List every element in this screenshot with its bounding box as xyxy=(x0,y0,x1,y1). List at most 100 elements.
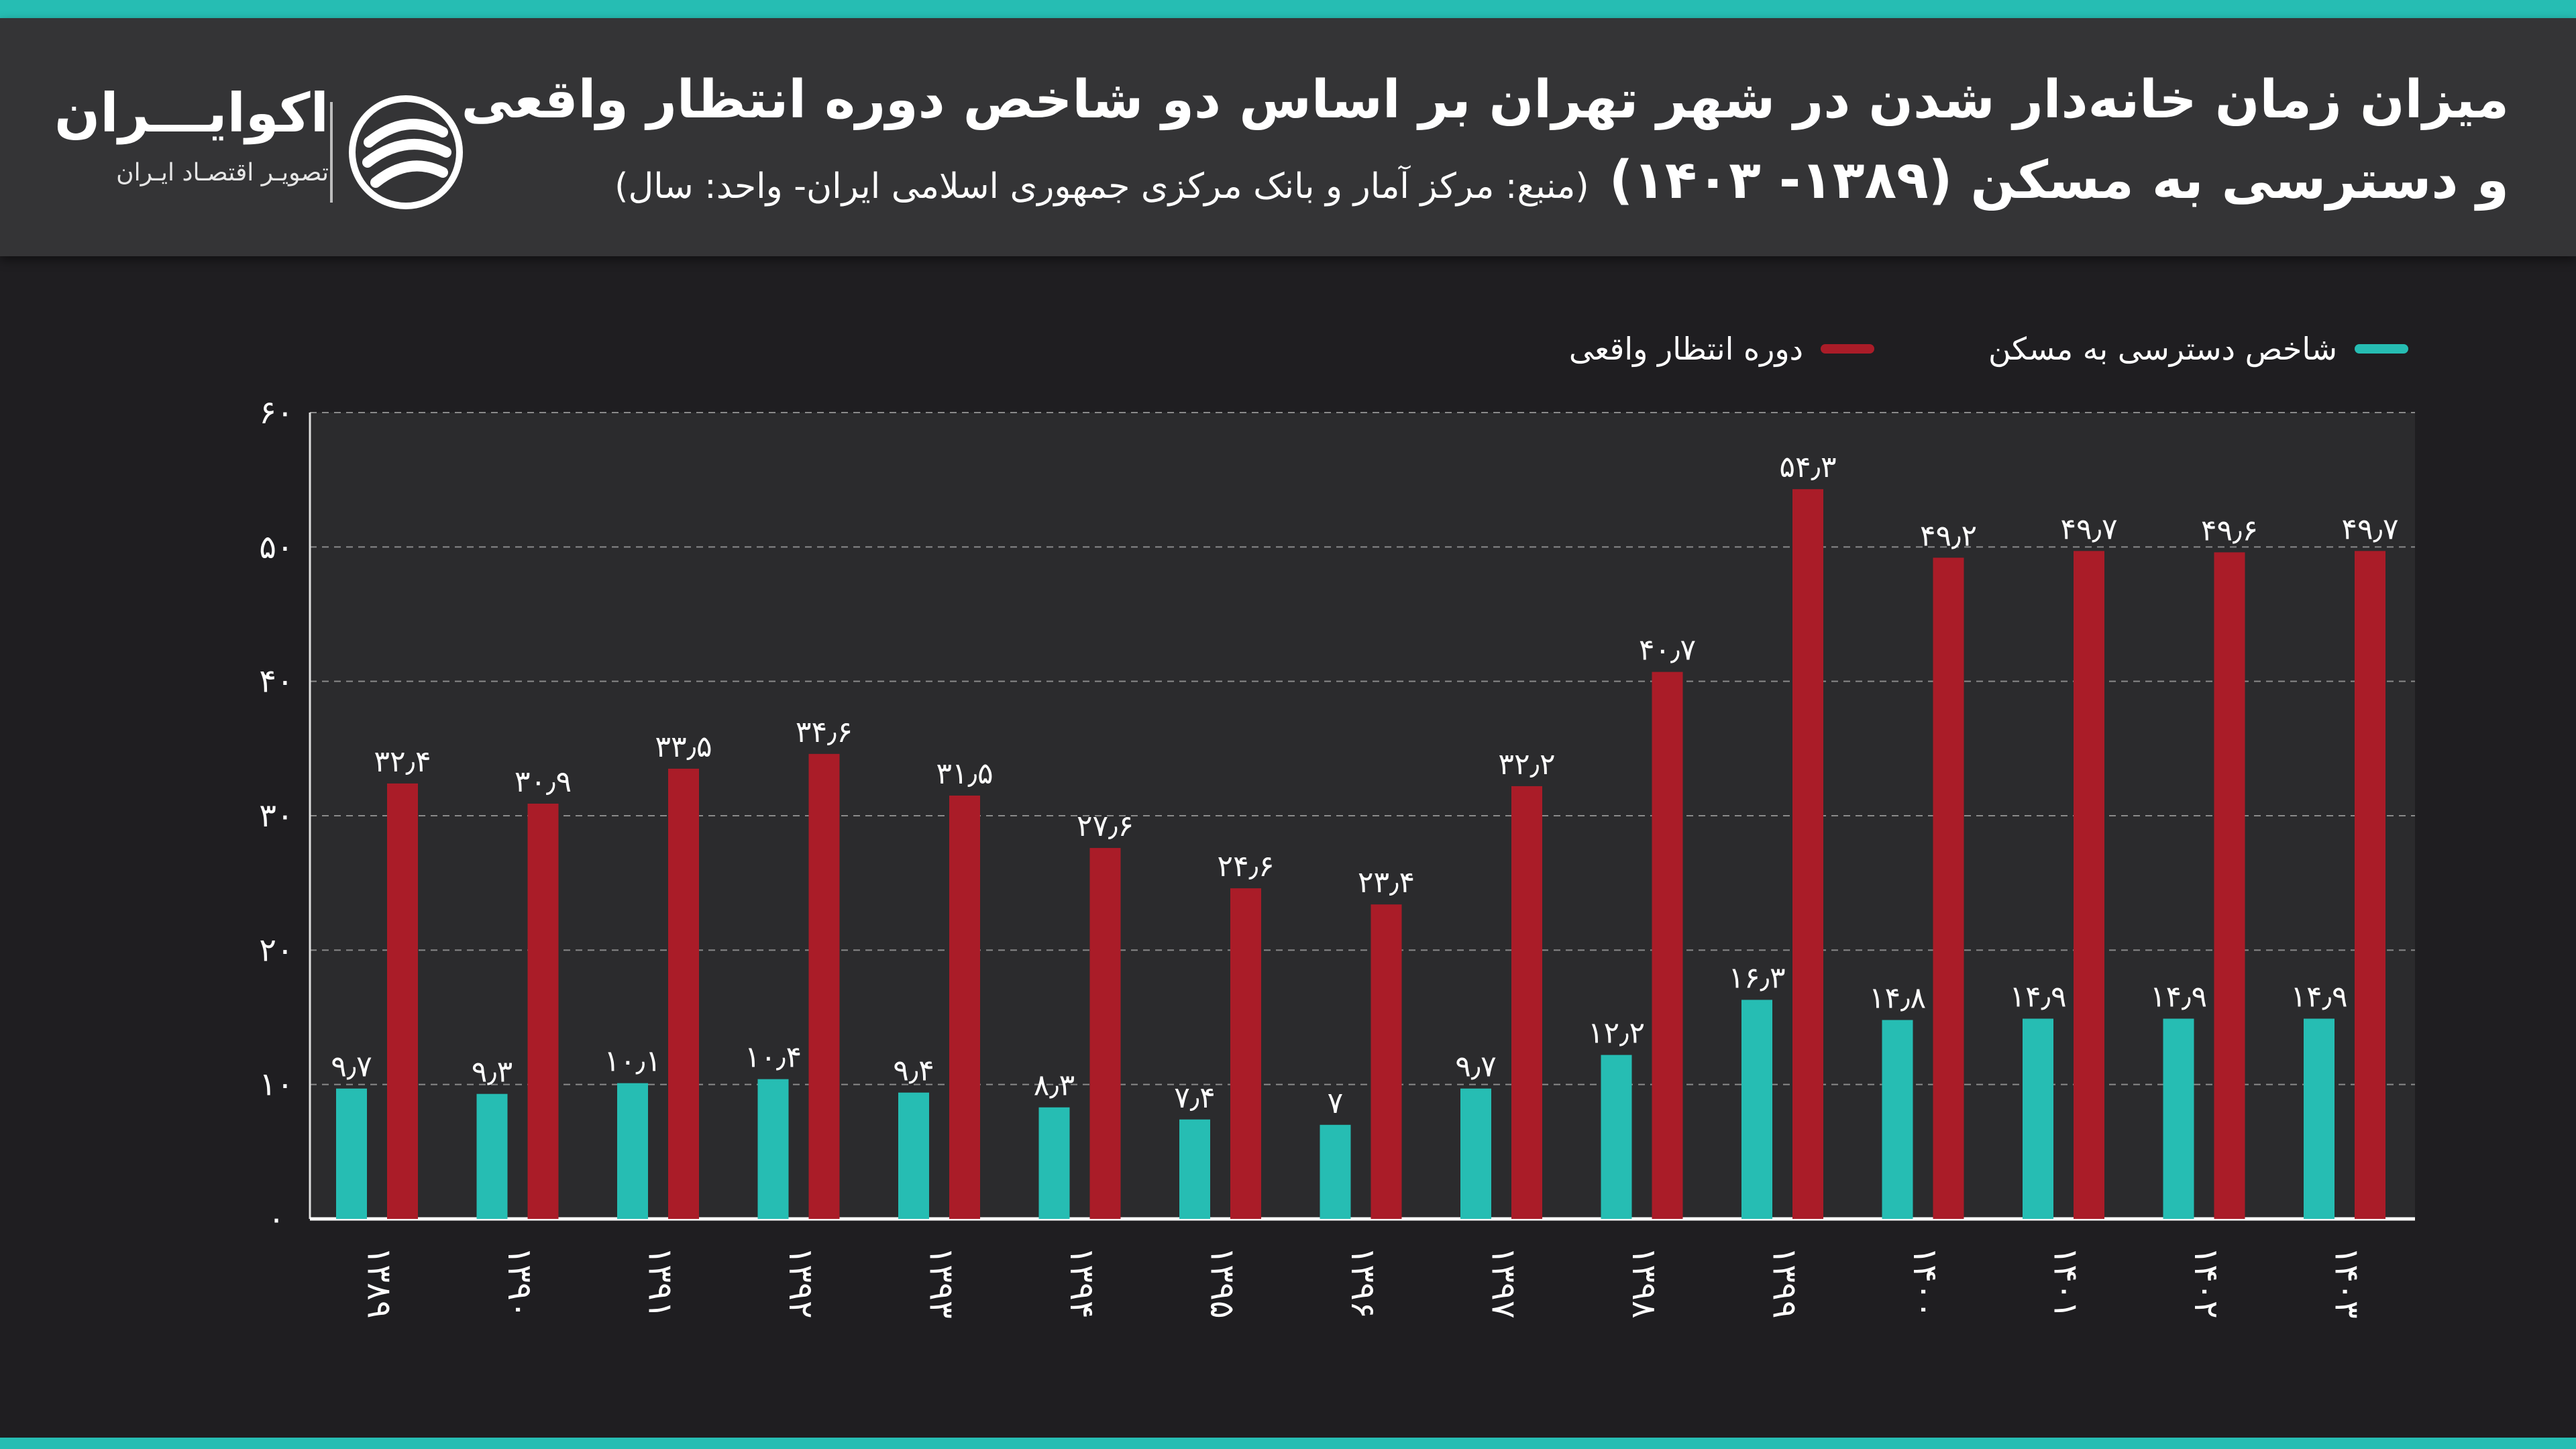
chart-title-line2: و دسترسی به مسکن (۱۳۸۹- ۱۴۰۳) (منبع: مرکز… xyxy=(614,140,2509,227)
bar-affordability xyxy=(1320,1124,1351,1219)
bar-wait xyxy=(527,803,559,1219)
bar-wait xyxy=(1511,786,1542,1219)
bar-affordability xyxy=(898,1092,929,1219)
legend-item-wait: دوره انتظار واقعی xyxy=(1568,331,1875,367)
y-tick-label: ۶۰ xyxy=(259,394,294,431)
brand-name: اکوایـــران xyxy=(54,82,329,144)
data-label-affordability: ۱۴٫۸ xyxy=(1869,981,1926,1016)
x-tick-label: ۱۴۰۳ xyxy=(2328,1246,2367,1318)
bar-affordability xyxy=(617,1083,648,1219)
x-tick-label: ۱۳۹۱ xyxy=(641,1246,680,1318)
data-label-affordability: ۷٫۴ xyxy=(1174,1081,1216,1115)
bar-affordability xyxy=(757,1079,789,1219)
bar-affordability xyxy=(1038,1107,1070,1219)
x-tick-label: ۱۳۸۹ xyxy=(360,1246,399,1318)
brand-subtitle: تصویـر اقتصـاد ایـران xyxy=(116,159,329,186)
data-label-wait: ۳۲٫۴ xyxy=(374,745,431,779)
bar-wait xyxy=(2074,551,2104,1219)
data-label-wait: ۲۴٫۶ xyxy=(1217,849,1274,883)
bar-affordability xyxy=(2023,1018,2053,1219)
legend-item-affordability: شاخص دسترسی به مسکن xyxy=(1988,331,2408,367)
y-tick-label: ۳۰ xyxy=(259,797,294,835)
x-tick-label: ۱۳۹۲ xyxy=(782,1246,820,1318)
data-label-wait: ۴۹٫۷ xyxy=(2341,512,2398,546)
bar-wait xyxy=(1089,848,1121,1219)
bar-affordability xyxy=(336,1088,367,1219)
data-label-wait: ۴۰٫۷ xyxy=(1639,633,1696,667)
y-tick-label: ۲۰ xyxy=(259,931,294,969)
x-tick-label: ۱۳۹۳ xyxy=(922,1246,961,1318)
x-tick-label: ۱۳۹۹ xyxy=(1766,1246,1805,1318)
bar-affordability xyxy=(1882,1020,1913,1219)
bar-wait xyxy=(808,753,840,1219)
data-label-wait: ۳۲٫۲ xyxy=(1498,747,1555,782)
bottom-accent-strip xyxy=(0,1438,2576,1449)
y-tick-label: ۵۰ xyxy=(259,528,294,566)
header-bar: اکوایـــران تصویـر اقتصـاد ایـران میزان … xyxy=(0,18,2576,256)
bar-wait xyxy=(2214,552,2245,1219)
bar-wait xyxy=(1933,557,1964,1219)
bar-affordability xyxy=(476,1093,508,1219)
bar-wait xyxy=(949,795,980,1219)
data-label-wait: ۴۹٫۶ xyxy=(2201,513,2258,547)
legend: شاخص دسترسی به مسکن دوره انتظار واقعی xyxy=(1569,322,2408,376)
data-label-wait: ۵۴٫۳ xyxy=(1779,450,1836,484)
data-label-wait: ۴۹٫۷ xyxy=(2060,512,2117,546)
title-block: میزان زمان خانه‌دار شدن در شهر تهران بر … xyxy=(461,60,2509,227)
bar-wait xyxy=(1371,904,1402,1219)
legend-swatch-affordability xyxy=(2355,344,2408,354)
x-tick-label: ۱۳۹۵ xyxy=(1203,1246,1242,1318)
bar-wait xyxy=(668,768,699,1219)
brand: اکوایـــران تصویـر اقتصـاد ایـران xyxy=(54,82,463,216)
x-tick-label: ۱۳۹۷ xyxy=(1485,1246,1523,1318)
data-label-affordability: ۱۶٫۳ xyxy=(1728,961,1785,995)
x-tick-label: ۱۴۰۲ xyxy=(2187,1246,2226,1318)
bar-wait xyxy=(1792,489,1823,1220)
chart-title-line2-text: و دسترسی به مسکن (۱۳۸۹- ۱۴۰۳) xyxy=(1609,150,2509,211)
data-label-wait: ۳۴٫۶ xyxy=(796,715,853,749)
data-label-affordability: ۱۰٫۱ xyxy=(604,1044,661,1079)
y-tick-label: ۰ xyxy=(268,1200,285,1238)
brand-logo-icon xyxy=(349,95,463,209)
data-label-affordability: ۹٫۷ xyxy=(1455,1050,1497,1084)
x-tick-label: ۱۳۹۴ xyxy=(1063,1246,1102,1318)
data-label-affordability: ۱۴٫۹ xyxy=(2009,980,2066,1014)
data-label-affordability: ۷ xyxy=(1328,1086,1344,1120)
x-tick-label: ۱۳۹۸ xyxy=(1625,1246,1664,1318)
y-tick-label: ۱۰ xyxy=(259,1066,294,1104)
bar-affordability xyxy=(1179,1119,1210,1219)
data-label-affordability: ۹٫۷ xyxy=(331,1050,372,1084)
bar-wait xyxy=(1230,888,1261,1219)
data-label-affordability: ۱۴٫۹ xyxy=(2290,980,2347,1014)
x-tick-label: ۱۴۰۰ xyxy=(1906,1246,1945,1318)
bar-wait xyxy=(2355,551,2385,1219)
data-label-affordability: ۱۴٫۹ xyxy=(2150,980,2207,1014)
y-tick-label: ۴۰ xyxy=(259,663,294,700)
data-label-wait: ۳۳٫۵ xyxy=(655,730,712,764)
x-tick-label: ۱۳۹۰ xyxy=(500,1246,539,1318)
data-label-affordability: ۹٫۴ xyxy=(893,1054,934,1088)
x-tick-label: ۱۳۹۶ xyxy=(1344,1246,1383,1318)
bar-affordability xyxy=(1741,1000,1772,1219)
bar-affordability xyxy=(2163,1018,2194,1219)
brand-divider xyxy=(330,102,333,203)
x-tick-label: ۱۴۰۱ xyxy=(2047,1246,2086,1318)
bar-wait xyxy=(1652,672,1683,1219)
data-label-wait: ۲۳٫۴ xyxy=(1358,865,1415,900)
data-label-wait: ۳۱٫۵ xyxy=(936,757,993,791)
data-label-wait: ۲۷٫۶ xyxy=(1077,809,1134,843)
chart-title-line1: میزان زمان خانه‌دار شدن در شهر تهران بر … xyxy=(461,70,2509,130)
top-accent-strip xyxy=(0,0,2576,18)
data-label-affordability: ۹٫۳ xyxy=(472,1055,513,1089)
bar-wait xyxy=(387,783,418,1219)
legend-swatch-wait xyxy=(1821,344,1875,354)
bar-affordability xyxy=(2304,1018,2334,1219)
data-label-affordability: ۱۰٫۴ xyxy=(745,1040,802,1075)
data-label-wait: ۴۹٫۲ xyxy=(1920,519,1977,553)
bar-affordability xyxy=(1460,1088,1491,1219)
data-label-affordability: ۱۲٫۲ xyxy=(1588,1016,1645,1051)
legend-label-wait: دوره انتظار واقعی xyxy=(1568,331,1804,367)
data-label-affordability: ۸٫۳ xyxy=(1034,1069,1075,1103)
bar-affordability xyxy=(1601,1055,1632,1219)
